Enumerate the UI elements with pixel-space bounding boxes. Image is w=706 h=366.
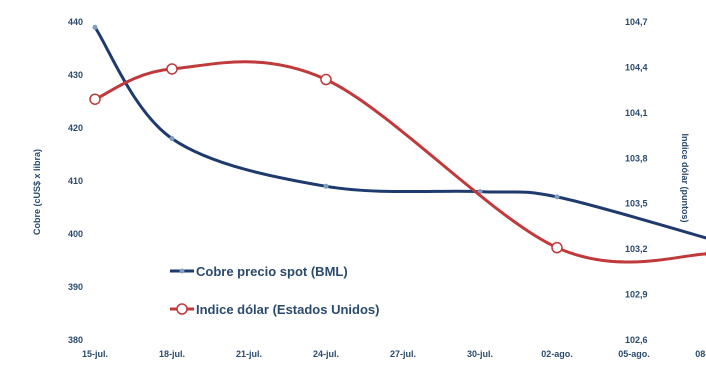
y-right-tick-label: 104,4 — [625, 62, 648, 72]
legend-dollar-label: Indice dólar (Estados Unidos) — [196, 302, 379, 317]
copper-point — [169, 136, 175, 142]
y-right-tick-label: 103,8 — [625, 153, 648, 163]
y-right-tick-label: 104,1 — [625, 108, 648, 118]
copper-point — [323, 183, 329, 189]
legend-copper-marker — [179, 268, 185, 274]
y-right-tick-label: 102,9 — [625, 290, 648, 300]
y-right-tick-label: 103,2 — [625, 244, 648, 254]
y-right-tick-label: 104,7 — [625, 17, 648, 27]
y-right-tick-label: 103,5 — [625, 199, 648, 209]
x-tick-label: 21-jul. — [236, 349, 262, 359]
x-axis-ticks: 15-jul. 18-jul. 21-jul. 24-jul. 27-jul. 30-ju… — [82, 349, 706, 359]
dollar-point — [166, 63, 178, 75]
legend-dollar-marker — [176, 303, 188, 315]
x-tick-label: 18-jul. — [159, 349, 185, 359]
y-axis-left-title: Cobre (cUS$ x libra) — [32, 149, 42, 235]
y-left-tick-label: 400 — [68, 229, 83, 239]
copper-point — [92, 24, 98, 30]
y-axis-left-ticks: 380 390 400 410 420 430 440 — [68, 17, 83, 345]
y-left-tick-label: 440 — [68, 17, 83, 27]
copper-point — [554, 194, 560, 200]
x-tick-label: 02-ago. — [541, 349, 573, 359]
dollar-point — [320, 73, 332, 86]
legend: Cobre precio spot (BML) Indice dólar (Es… — [170, 264, 379, 317]
y-axis-right-ticks: 102,6 102,9 103,2 103,5 103,8 104,1 104,4 104,7 — [625, 17, 648, 345]
x-tick-label: 24-jul. — [313, 349, 339, 359]
legend-item-dollar: Indice dólar (Estados Unidos) — [170, 302, 379, 317]
y-left-tick-label: 380 — [68, 335, 83, 345]
series-dollar — [89, 60, 706, 264]
x-tick-label: 27-jul. — [390, 349, 416, 359]
series-layer — [89, 24, 706, 264]
series-copper-line — [93, 26, 706, 240]
legend-item-copper: Cobre precio spot (BML) — [170, 264, 348, 279]
y-left-tick-label: 430 — [68, 70, 83, 80]
x-tick-label: 15-jul. — [82, 349, 108, 359]
y-left-tick-label: 410 — [68, 176, 83, 186]
y-left-tick-label: 390 — [68, 282, 83, 292]
y-left-tick-label: 420 — [68, 123, 83, 133]
y-axis-right-title: Indice dólar (puntos) — [680, 134, 690, 223]
series-dollar-line — [94, 60, 706, 264]
dollar-point — [551, 241, 563, 254]
series-copper — [92, 24, 706, 240]
dollar-point — [89, 93, 101, 105]
x-tick-label: 08-ago. — [695, 349, 706, 359]
x-tick-label: 30-jul. — [467, 349, 493, 359]
y-right-tick-label: 102,6 — [625, 335, 648, 345]
legend-copper-label: Cobre precio spot (BML) — [196, 264, 348, 279]
x-tick-label: 05-ago. — [618, 349, 650, 359]
